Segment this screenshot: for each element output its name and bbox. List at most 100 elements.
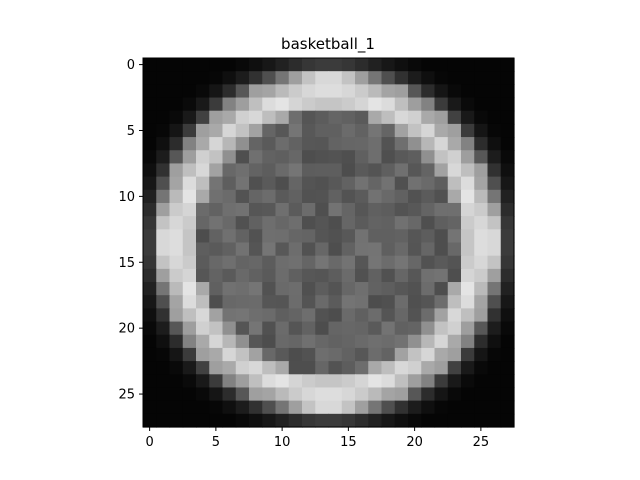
heatmap-cell [434, 110, 449, 125]
x-tick-label: 10 [274, 435, 291, 450]
heatmap-cell [249, 150, 263, 165]
y-tick-label: 15 [118, 256, 135, 271]
heatmap-cell [381, 387, 396, 402]
heatmap-cell [143, 176, 157, 191]
heatmap-cell [288, 413, 303, 428]
heatmap-cell [235, 123, 250, 138]
heatmap-cell [474, 242, 489, 257]
heatmap-cell [355, 387, 369, 402]
heatmap-cell [421, 97, 436, 112]
heatmap-cell [315, 97, 330, 112]
heatmap-cell [222, 413, 237, 428]
heatmap-cell [368, 334, 383, 349]
heatmap-cell [394, 137, 409, 151]
heatmap-cell [355, 255, 369, 270]
heatmap-cell [222, 71, 237, 85]
heatmap-cell [249, 58, 263, 72]
heatmap-cell [182, 413, 197, 428]
heatmap-cell [328, 334, 343, 349]
heatmap-cell [394, 71, 409, 85]
heatmap-cell [381, 347, 396, 362]
heatmap-cell [421, 110, 436, 125]
heatmap-cell [275, 150, 290, 165]
heatmap-cell [302, 413, 316, 428]
heatmap-cell [302, 268, 316, 283]
heatmap-cell [315, 347, 330, 362]
heatmap-cell [447, 400, 462, 415]
heatmap-cell [182, 242, 197, 257]
heatmap-cell [249, 361, 263, 375]
heatmap-cell [182, 84, 197, 99]
heatmap-cell [461, 400, 475, 415]
heatmap-cell [381, 189, 396, 204]
heatmap-cell [408, 413, 422, 428]
heatmap-cell [474, 137, 489, 151]
y-tick-label: 10 [118, 190, 135, 205]
heatmap-cell [434, 176, 449, 191]
heatmap-cell [209, 347, 224, 362]
heatmap-cell [474, 163, 489, 178]
heatmap-cell [500, 97, 515, 112]
heatmap-cell [302, 347, 316, 362]
heatmap-cell [169, 242, 184, 257]
heatmap-cell [169, 202, 184, 217]
heatmap-cell [341, 308, 356, 323]
heatmap-cell [381, 308, 396, 323]
heatmap-cell [262, 308, 277, 323]
heatmap-cell [408, 308, 422, 323]
heatmap-cell [288, 242, 303, 257]
heatmap-cell [328, 347, 343, 362]
heatmap-cell [249, 216, 263, 230]
heatmap-cell [328, 216, 343, 230]
heatmap-cell [209, 361, 224, 375]
heatmap-cell [461, 334, 475, 349]
heatmap-cell [209, 229, 224, 244]
heatmap-cell [288, 295, 303, 309]
heatmap-cell [368, 71, 383, 85]
heatmap-cell [209, 282, 224, 296]
heatmap-cell [143, 216, 157, 230]
heatmap-cell [169, 413, 184, 428]
heatmap-cell [474, 374, 489, 389]
heatmap-cell [275, 163, 290, 178]
heatmap-cell [169, 282, 184, 296]
heatmap-cell [169, 137, 184, 151]
heatmap-cell [381, 58, 396, 72]
heatmap-cell [222, 123, 237, 138]
heatmap-cell [328, 268, 343, 283]
heatmap-cell [434, 308, 449, 323]
heatmap-cell [487, 176, 502, 191]
heatmap-cell [196, 163, 210, 178]
heatmap-cell [275, 84, 290, 99]
heatmap-cell [447, 137, 462, 151]
heatmap-cell [461, 84, 475, 99]
heatmap-cell [368, 361, 383, 375]
heatmap-cell [249, 163, 263, 178]
heatmap-cell [461, 97, 475, 112]
heatmap-cell [235, 268, 250, 283]
heatmap-cell [487, 123, 502, 138]
heatmap-cell [302, 308, 316, 323]
heatmap-cell [408, 255, 422, 270]
heatmap-cell [328, 137, 343, 151]
heatmap-cell [288, 361, 303, 375]
heatmap-cell [315, 202, 330, 217]
heatmap-cell [487, 295, 502, 309]
heatmap-cell [394, 150, 409, 165]
heatmap-cell [381, 282, 396, 296]
heatmap-cell [249, 137, 263, 151]
heatmap-cell [447, 216, 462, 230]
heatmap-cell [355, 268, 369, 283]
heatmap-cell [381, 374, 396, 389]
heatmap-cell [408, 97, 422, 112]
heatmap-cell [487, 334, 502, 349]
heatmap-cell [209, 413, 224, 428]
heatmap-cell [447, 176, 462, 191]
heatmap-cell [500, 387, 515, 402]
heatmap-cell [447, 321, 462, 336]
heatmap-cell [355, 110, 369, 125]
heatmap-cell [447, 413, 462, 428]
heatmap-cell [156, 202, 171, 217]
heatmap-cell [288, 202, 303, 217]
heatmap-cell [143, 334, 157, 349]
